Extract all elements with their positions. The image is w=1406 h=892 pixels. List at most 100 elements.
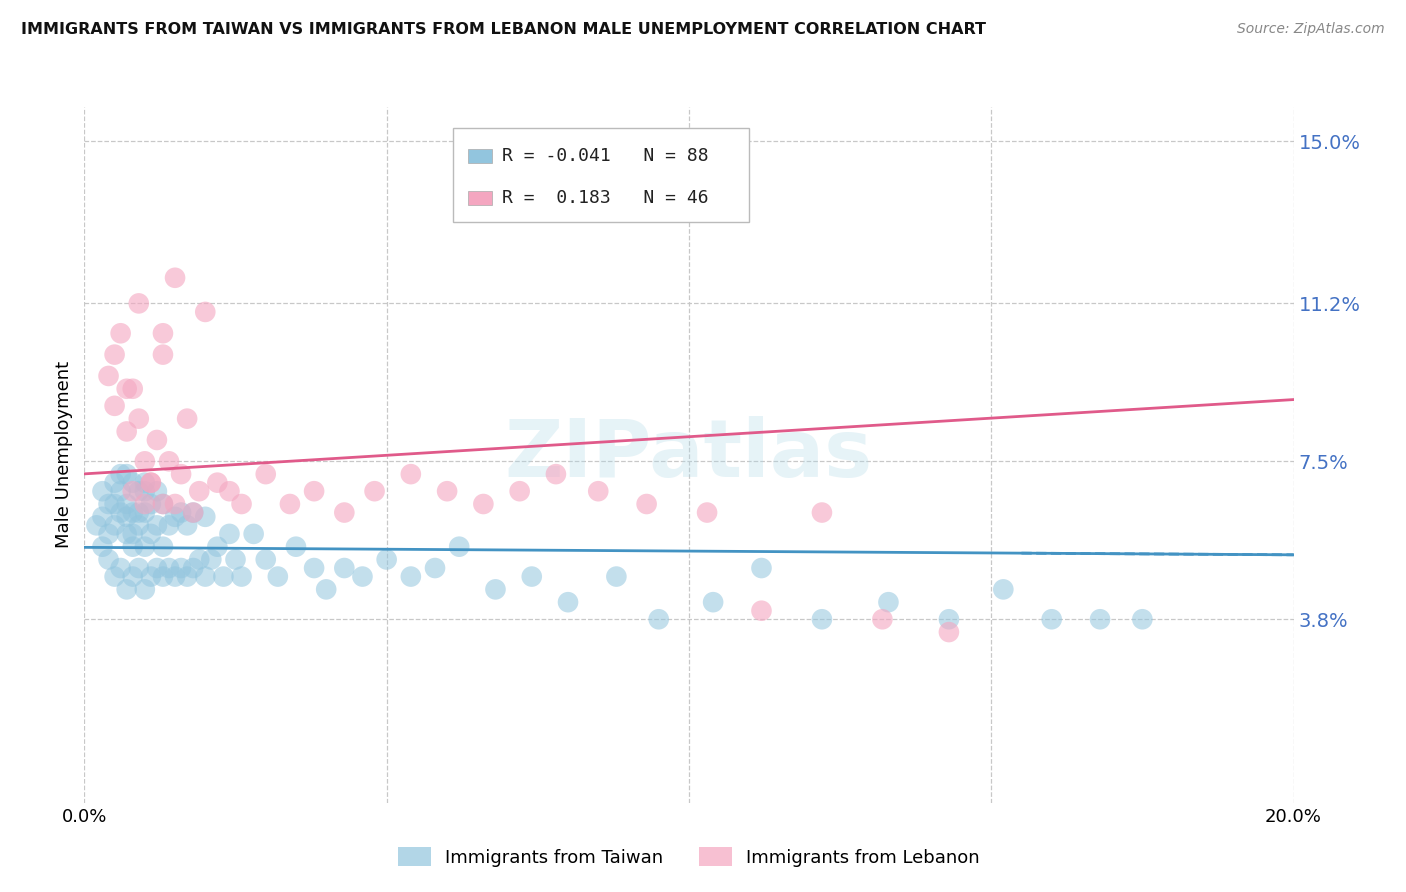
Point [170, 506, 193, 520]
Point [104, 475, 127, 490]
Point [302, 484, 325, 499]
Point [139, 475, 162, 490]
Point [115, 467, 138, 482]
Point [375, 552, 398, 566]
Point [181, 561, 204, 575]
Point [254, 467, 277, 482]
Point [152, 497, 174, 511]
Point [97, 527, 120, 541]
Point [97, 497, 120, 511]
Point [104, 399, 127, 413]
Point [588, 484, 610, 499]
Point [152, 497, 174, 511]
Point [696, 506, 718, 520]
Point [1088, 612, 1111, 626]
Point [157, 518, 180, 533]
Point [399, 569, 422, 583]
Point [121, 382, 143, 396]
Point [134, 475, 156, 490]
Point [181, 506, 204, 520]
Point [472, 497, 495, 511]
Point [751, 561, 773, 575]
Point [128, 484, 150, 499]
Point [520, 569, 543, 583]
Point [877, 595, 900, 609]
Point [134, 540, 156, 554]
Point [139, 527, 162, 541]
Point [1130, 612, 1153, 626]
Point [115, 425, 138, 439]
Point [648, 612, 671, 626]
Point [170, 467, 193, 482]
Point [751, 604, 773, 618]
Text: R =  0.183   N = 46: R = 0.183 N = 46 [502, 189, 709, 207]
Point [128, 296, 150, 310]
Point [267, 569, 290, 583]
Point [231, 569, 253, 583]
Point [97, 552, 120, 566]
Point [278, 497, 301, 511]
Point [352, 569, 374, 583]
Point [91, 540, 114, 554]
Point [165, 497, 187, 511]
Point [128, 506, 150, 520]
Point [181, 506, 204, 520]
Point [152, 540, 174, 554]
Point [97, 368, 120, 383]
Point [110, 467, 132, 482]
Point [176, 411, 198, 425]
Point [104, 348, 127, 362]
Point [91, 509, 114, 524]
Point [194, 509, 217, 524]
Point [557, 595, 579, 609]
Point [104, 518, 127, 533]
Point [484, 582, 506, 597]
Point [188, 484, 211, 499]
Point [285, 540, 308, 554]
Point [218, 527, 240, 541]
Point [363, 484, 385, 499]
Point [176, 518, 198, 533]
Point [938, 625, 960, 640]
Point [194, 305, 217, 319]
Point [1040, 612, 1063, 626]
Point [302, 561, 325, 575]
Point [121, 569, 143, 583]
Point [146, 561, 169, 575]
Text: Source: ZipAtlas.com: Source: ZipAtlas.com [1237, 22, 1385, 37]
Point [157, 561, 180, 575]
Point [139, 497, 162, 511]
Point [134, 484, 156, 499]
Point [128, 518, 150, 533]
Point [146, 433, 169, 447]
Point [115, 382, 138, 396]
Point [110, 561, 132, 575]
Point [436, 484, 458, 499]
Point [115, 509, 138, 524]
Point [636, 497, 658, 511]
Point [152, 569, 174, 583]
Point [194, 569, 217, 583]
Point [110, 506, 132, 520]
Point [91, 484, 114, 499]
Point [811, 506, 834, 520]
Point [165, 270, 187, 285]
Text: R = -0.041   N = 88: R = -0.041 N = 88 [502, 147, 709, 165]
Legend: Immigrants from Taiwan, Immigrants from Lebanon: Immigrants from Taiwan, Immigrants from … [391, 840, 987, 874]
Point [509, 484, 531, 499]
Point [254, 552, 277, 566]
Point [399, 467, 422, 482]
Point [104, 569, 127, 583]
Point [139, 569, 162, 583]
Point [212, 569, 235, 583]
Point [605, 569, 627, 583]
Point [146, 518, 169, 533]
Point [139, 475, 162, 490]
Point [121, 506, 143, 520]
Point [104, 497, 127, 511]
FancyBboxPatch shape [468, 192, 492, 205]
Point [993, 582, 1015, 597]
Point [152, 348, 174, 362]
Point [231, 497, 253, 511]
Point [315, 582, 337, 597]
